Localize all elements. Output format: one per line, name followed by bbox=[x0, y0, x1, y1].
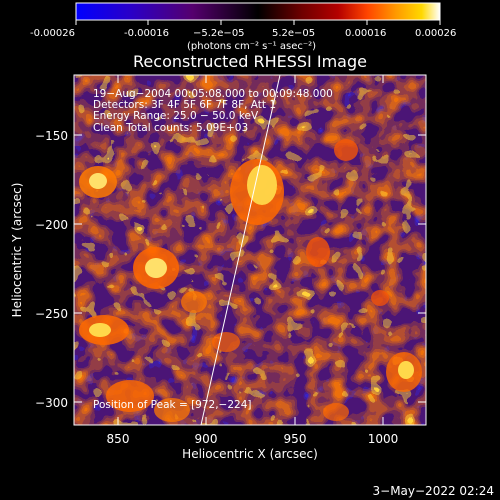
x-axis-tick-labels: 850 900 950 1000 bbox=[107, 432, 399, 446]
info-line-time: 19−Aug−2004 00:05:08.000 to 00:09:48.000 bbox=[93, 88, 333, 100]
x-tick-label: 1000 bbox=[368, 432, 399, 446]
colorbar-tick-label: -0.00016 bbox=[124, 28, 169, 39]
x-axis-label: Heliocentric X (arcsec) bbox=[182, 447, 318, 461]
rhessi-image bbox=[74, 75, 426, 425]
y-tick-label: −250 bbox=[35, 307, 68, 321]
colorbar-tick-label: 0.00016 bbox=[345, 28, 386, 39]
info-line-clean: Clean Total counts: 5.09E+03 bbox=[93, 122, 248, 134]
x-tick-label: 900 bbox=[195, 432, 218, 446]
colorbar-tick-label: 0.00026 bbox=[415, 28, 456, 39]
y-axis-label: Heliocentric Y (arcsec) bbox=[10, 183, 24, 318]
y-tick-label: −300 bbox=[35, 396, 68, 410]
colorbar: -0.00026 -0.00016 −5.2e−05 5.2e−05 0.000… bbox=[30, 2, 456, 52]
info-line-energy: Energy Range: 25.0 − 50.0 keV bbox=[93, 110, 259, 122]
colorbar-tick-label: −5.2e−05 bbox=[193, 28, 245, 39]
plot-frame bbox=[73, 74, 427, 426]
peak-position-text: Position of Peak = [972,−224] bbox=[93, 399, 252, 411]
y-tick-label: −200 bbox=[35, 218, 68, 232]
info-line-detectors: Detectors: 3F 4F 5F 6F 7F 8F, Att 1 bbox=[93, 99, 276, 111]
observation-info: 19−Aug−2004 00:05:08.000 to 00:09:48.000… bbox=[93, 88, 333, 411]
solar-limb-line bbox=[200, 75, 281, 425]
bright-source-blobs bbox=[79, 139, 422, 422]
colorbar-tick-label: -0.00026 bbox=[30, 28, 75, 39]
x-tick-label: 850 bbox=[107, 432, 130, 446]
y-tick-label: −150 bbox=[35, 129, 68, 143]
x-tick-label: 950 bbox=[284, 432, 307, 446]
footer-date: 3−May−2022 02:24 bbox=[373, 484, 495, 498]
y-axis-tick-labels: −150 −200 −250 −300 bbox=[35, 129, 68, 410]
colorbar-unit-label: (photons cm⁻² s⁻¹ asec⁻²) bbox=[187, 41, 316, 52]
colorbar-gradient bbox=[75, 2, 441, 21]
colorbar-tick-label: 5.2e−05 bbox=[272, 28, 315, 39]
image-title: Reconstructed RHESSI Image bbox=[133, 52, 367, 71]
